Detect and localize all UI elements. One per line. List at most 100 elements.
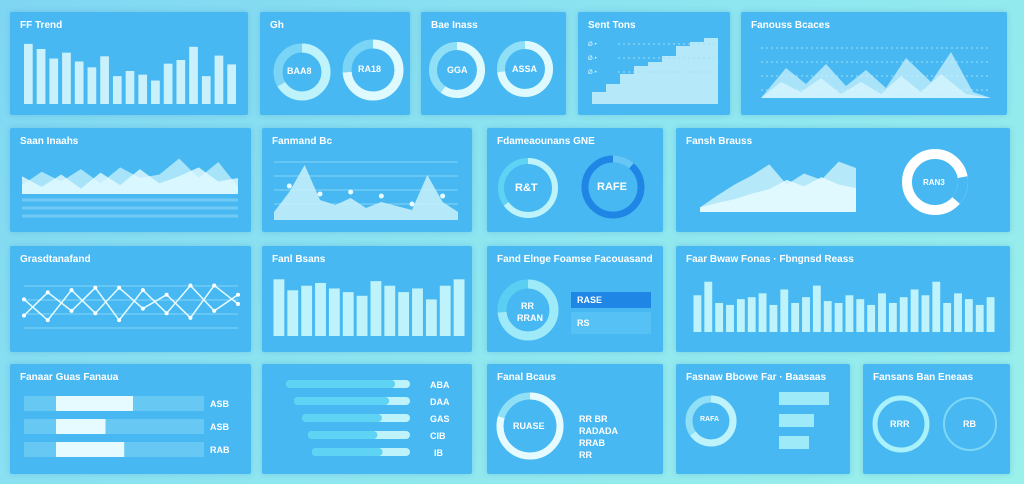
- bar: [954, 293, 962, 332]
- data-point: [117, 318, 122, 323]
- legend-item: RR: [579, 450, 592, 460]
- donut-label: BAA8: [287, 66, 312, 76]
- panel-title: Fanouss Bcaces: [751, 20, 830, 31]
- bar: [791, 303, 800, 332]
- small-label: RS: [577, 318, 590, 328]
- bar: [964, 299, 973, 332]
- bar: [856, 299, 865, 332]
- bar: [24, 43, 33, 104]
- data-point: [212, 308, 217, 313]
- donut-label: RUASE: [513, 421, 545, 431]
- donut-label: RB: [963, 419, 976, 429]
- panel-gh: Gh BAA8 RA18: [260, 12, 410, 115]
- bar: [398, 292, 410, 336]
- bar: [834, 303, 843, 332]
- bar-chart: [273, 279, 465, 336]
- bar: [878, 293, 886, 332]
- donut-label: RA18: [358, 64, 382, 74]
- panel-title: Sent Tons: [588, 20, 636, 31]
- bar: [802, 297, 810, 332]
- donut-chart: [273, 39, 404, 101]
- panel-fanmand: Fanmand Bc: [262, 128, 472, 232]
- data-point: [93, 285, 98, 290]
- data-point: [348, 189, 354, 195]
- bar: [151, 80, 160, 104]
- panel-progress-list: ABA DAA GAS CIB IB: [262, 364, 472, 474]
- bar: [301, 285, 313, 336]
- bar: [315, 282, 326, 336]
- bar: [36, 49, 46, 104]
- bar-track: [24, 419, 204, 434]
- donut-label: R&T: [515, 182, 538, 194]
- panel-fansans: Fansans Ban Eneaas RRR RB: [863, 364, 1010, 474]
- donut-label: RR: [521, 301, 534, 311]
- bar: [176, 60, 186, 104]
- legend-item: RRAB: [579, 438, 605, 448]
- panel-title: Fansans Ban Eneaas: [873, 372, 974, 383]
- panel-title: Fanl Bsans: [272, 254, 326, 265]
- bar: [138, 74, 148, 104]
- data-point: [212, 283, 217, 288]
- data-point: [164, 311, 169, 316]
- panel-title: Fasnaw Bbowe Far · Baasaas: [686, 372, 827, 383]
- bar: [943, 303, 952, 332]
- data-point: [236, 292, 240, 297]
- donut-and-bars: [685, 392, 829, 449]
- bar: [823, 301, 832, 332]
- data-point: [409, 201, 415, 207]
- donut-label: ASSA: [512, 64, 538, 74]
- bar-chart: [693, 281, 995, 332]
- bar: [370, 281, 382, 336]
- panel-title: Grasdtanafand: [20, 254, 91, 265]
- donut-label: RRAN: [517, 313, 543, 323]
- donut-chart: [429, 41, 553, 98]
- bar: [87, 67, 97, 104]
- bar: [921, 295, 930, 332]
- bar: [302, 414, 382, 422]
- bar: [812, 285, 821, 332]
- bar: [384, 285, 396, 336]
- donut-label: RRR: [890, 419, 910, 429]
- bar: [100, 56, 109, 104]
- bar-chart: [24, 43, 236, 104]
- panel-sent: Sent Tons Ø·• Ø·• Ø·•: [578, 12, 730, 115]
- bar: [932, 281, 941, 332]
- svg-text:Ø·•: Ø·•: [588, 70, 597, 76]
- bar: [986, 297, 995, 332]
- legend-item: RADADA: [579, 426, 618, 436]
- bar: [899, 297, 908, 332]
- panel-grasd: Grasdtanafand: [10, 246, 251, 352]
- bar: [273, 279, 285, 336]
- data-point: [286, 183, 292, 189]
- panel-fanl: Fanl Bsans: [262, 246, 472, 352]
- bar: [112, 76, 122, 104]
- panel-title: Bae Inass: [431, 20, 478, 31]
- bar: [286, 380, 396, 388]
- panel-fanal: Fanal Bcaus RUASE RR BR RADADA RRAB RR: [487, 364, 663, 474]
- data-point: [22, 297, 26, 302]
- bar: [201, 76, 211, 104]
- bar: [888, 303, 897, 332]
- data-point: [117, 285, 122, 290]
- area-series: [22, 167, 238, 194]
- data-point: [93, 311, 98, 316]
- horizontal-bar-chart: [24, 396, 204, 457]
- bar: [780, 289, 789, 332]
- panel-fand-elnge: Fand Elnge Foamse Facouasand RR RRAN RAS…: [487, 246, 663, 352]
- bar: [693, 295, 702, 332]
- donut-chart: [902, 149, 968, 215]
- step-area-chart: Ø·• Ø·• Ø·•: [588, 38, 718, 104]
- bar: [412, 288, 423, 336]
- panel-bae: Bae Inass GGA ASSA: [421, 12, 566, 115]
- bar: [56, 442, 125, 457]
- bar: [214, 55, 224, 104]
- bar: [62, 52, 71, 104]
- bar: [715, 303, 724, 332]
- bar: [227, 64, 236, 104]
- bar: [49, 58, 59, 104]
- area-chart: [22, 158, 238, 218]
- svg-text:Ø·•: Ø·•: [588, 42, 597, 48]
- bar: [726, 304, 734, 332]
- bar: [308, 431, 378, 439]
- panel-title: Fdameaounans GNE: [497, 136, 595, 147]
